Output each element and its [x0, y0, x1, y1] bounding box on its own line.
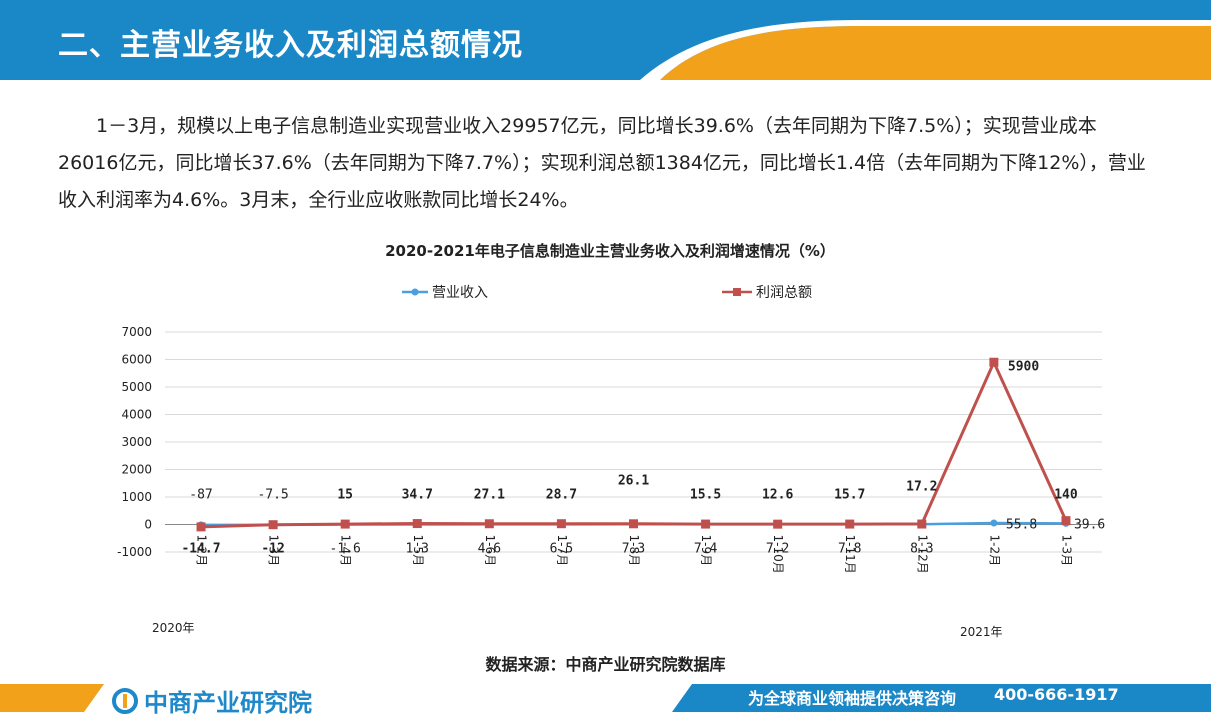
profit-data-label: 12.6: [762, 488, 793, 503]
brand: 中商产业研究院: [112, 683, 312, 718]
revenue-data-label: -14.7: [181, 542, 220, 557]
revenue-point: [990, 519, 998, 527]
legend-label-profit: 利润总额: [756, 285, 812, 301]
y-axis-ticks: 7000 6000 5000 4000 3000 2000 1000 0 -1000: [117, 325, 152, 559]
revenue-data-label: 55.8: [1006, 518, 1037, 533]
revenue-data-label: 7.2: [766, 542, 789, 557]
profit-data-label: 15: [337, 488, 353, 503]
profit-point: [845, 519, 855, 529]
x-tick-label: 1-8月: [627, 535, 641, 567]
year-label-2021: 2021年: [960, 625, 1003, 639]
series-lines: [196, 357, 1071, 532]
x-tick-label: 1-3月: [1059, 535, 1073, 567]
x-tick-label: 1-2月: [195, 535, 209, 567]
profit-point: [412, 519, 422, 529]
brand-logo-icon: [112, 687, 138, 714]
profit-data-label: 27.1: [474, 488, 505, 503]
x-tick-label: 1-3月: [267, 535, 281, 567]
data-labels: -14.7 -12 -1.6 1.3 4.6 6.5 7.3 7.4 7.2 7.8 8.3 55.8…: [181, 359, 1105, 556]
x-tick-label: 1-7月: [555, 535, 569, 567]
profit-data-label: 5900: [1008, 359, 1039, 374]
profit-point: [268, 520, 278, 530]
y-tick-label: 6000: [121, 353, 152, 367]
revenue-data-label: 8.3: [910, 542, 933, 557]
legend-label-revenue: 营业收入: [432, 285, 488, 301]
x-tick-label: 1-11月: [843, 535, 857, 574]
brand-name: 中商产业研究院: [144, 689, 312, 717]
revenue-data-label: 1.3: [406, 542, 429, 557]
profit-data-label: 28.7: [546, 488, 577, 503]
profit-point: [484, 519, 494, 529]
profit-data-label: -7.5: [257, 488, 288, 503]
x-tick-label: 1-6月: [483, 535, 497, 567]
summary-paragraph: 1－3月，规模以上电子信息制造业实现营业收入29957亿元，同比增长39.6%（…: [58, 108, 1148, 219]
header-banner: 二、主营业务收入及利润总额情况: [0, 0, 1211, 80]
profit-point: [629, 519, 638, 529]
revenue-data-label: 7.8: [838, 542, 861, 557]
y-tick-label: -1000: [117, 545, 152, 559]
page-title: 二、主营业务收入及利润总额情况: [58, 28, 523, 63]
profit-point: [196, 522, 206, 532]
profit-data-label: 140: [1054, 488, 1078, 503]
x-tick-label: 1-2月: [987, 535, 1001, 567]
gridlines: [165, 331, 1102, 553]
y-tick-label: 0: [144, 518, 152, 532]
revenue-data-label: 6.5: [550, 542, 573, 557]
year-label-2020: 2020年: [152, 621, 195, 635]
profit-data-label: -87: [189, 488, 212, 503]
profit-point: [1061, 516, 1071, 526]
footer-phone: 400-666-1917: [994, 685, 1119, 704]
x-tick-label: 1-4月: [339, 535, 353, 567]
revenue-data-label: 39.6: [1074, 518, 1105, 533]
legend-marker-revenue: [411, 288, 419, 296]
x-tick-label: 1-12月: [915, 535, 929, 574]
x-tick-label: 1-9月: [699, 535, 713, 567]
profit-data-label: 26.1: [618, 474, 649, 489]
profit-point: [917, 519, 927, 529]
revenue-data-label: 7.4: [694, 542, 718, 557]
y-tick-label: 1000: [121, 490, 152, 504]
profit-point: [340, 519, 350, 529]
summary-text: 1－3月，规模以上电子信息制造业实现营业收入29957亿元，同比增长39.6%（…: [58, 115, 1146, 211]
y-tick-label: 7000: [121, 325, 152, 339]
profit-point: [701, 519, 711, 529]
x-axis-ticks: 1-2月 1-3月 1-4月 1-5月 1-6月 1-7月 1-8月 1-9月 1-10月 1-1…: [195, 535, 1074, 574]
y-tick-label: 2000: [121, 463, 152, 477]
y-tick-label: 4000: [121, 408, 152, 422]
profit-point: [556, 519, 566, 529]
footer-bar: [0, 680, 1211, 718]
profit-data-label: 15.5: [690, 488, 721, 503]
x-tick-label: 1-10月: [771, 535, 785, 574]
profit-point: [773, 519, 783, 529]
y-tick-label: 3000: [121, 435, 152, 449]
line-chart: 2020-2021年电子信息制造业主营业务收入及利润增速情况（%） 营业收入 利…: [117, 242, 1105, 639]
data-source: 数据来源：中商产业研究院数据库: [485, 655, 726, 674]
revenue-data-label: -1.6: [330, 542, 361, 557]
x-tick-label: 1-5月: [411, 535, 425, 567]
footer-slogan: 为全球商业领袖提供决策咨询: [748, 689, 957, 708]
chart-title: 2020-2021年电子信息制造业主营业务收入及利润增速情况（%）: [385, 242, 835, 260]
profit-data-label: 17.2: [906, 480, 937, 495]
y-tick-label: 5000: [121, 380, 152, 394]
revenue-data-label: -12: [261, 542, 284, 557]
revenue-data-label: 4.6: [478, 542, 501, 557]
revenue-data-label: 7.3: [622, 542, 645, 557]
profit-data-label: 34.7: [402, 488, 433, 503]
profit-data-label: 15.7: [834, 488, 865, 503]
legend: 营业收入 利润总额: [402, 285, 812, 301]
legend-marker-profit: [733, 288, 741, 296]
footer-background: [0, 684, 1211, 712]
header-background: [0, 0, 1211, 80]
profit-point: [989, 357, 999, 367]
